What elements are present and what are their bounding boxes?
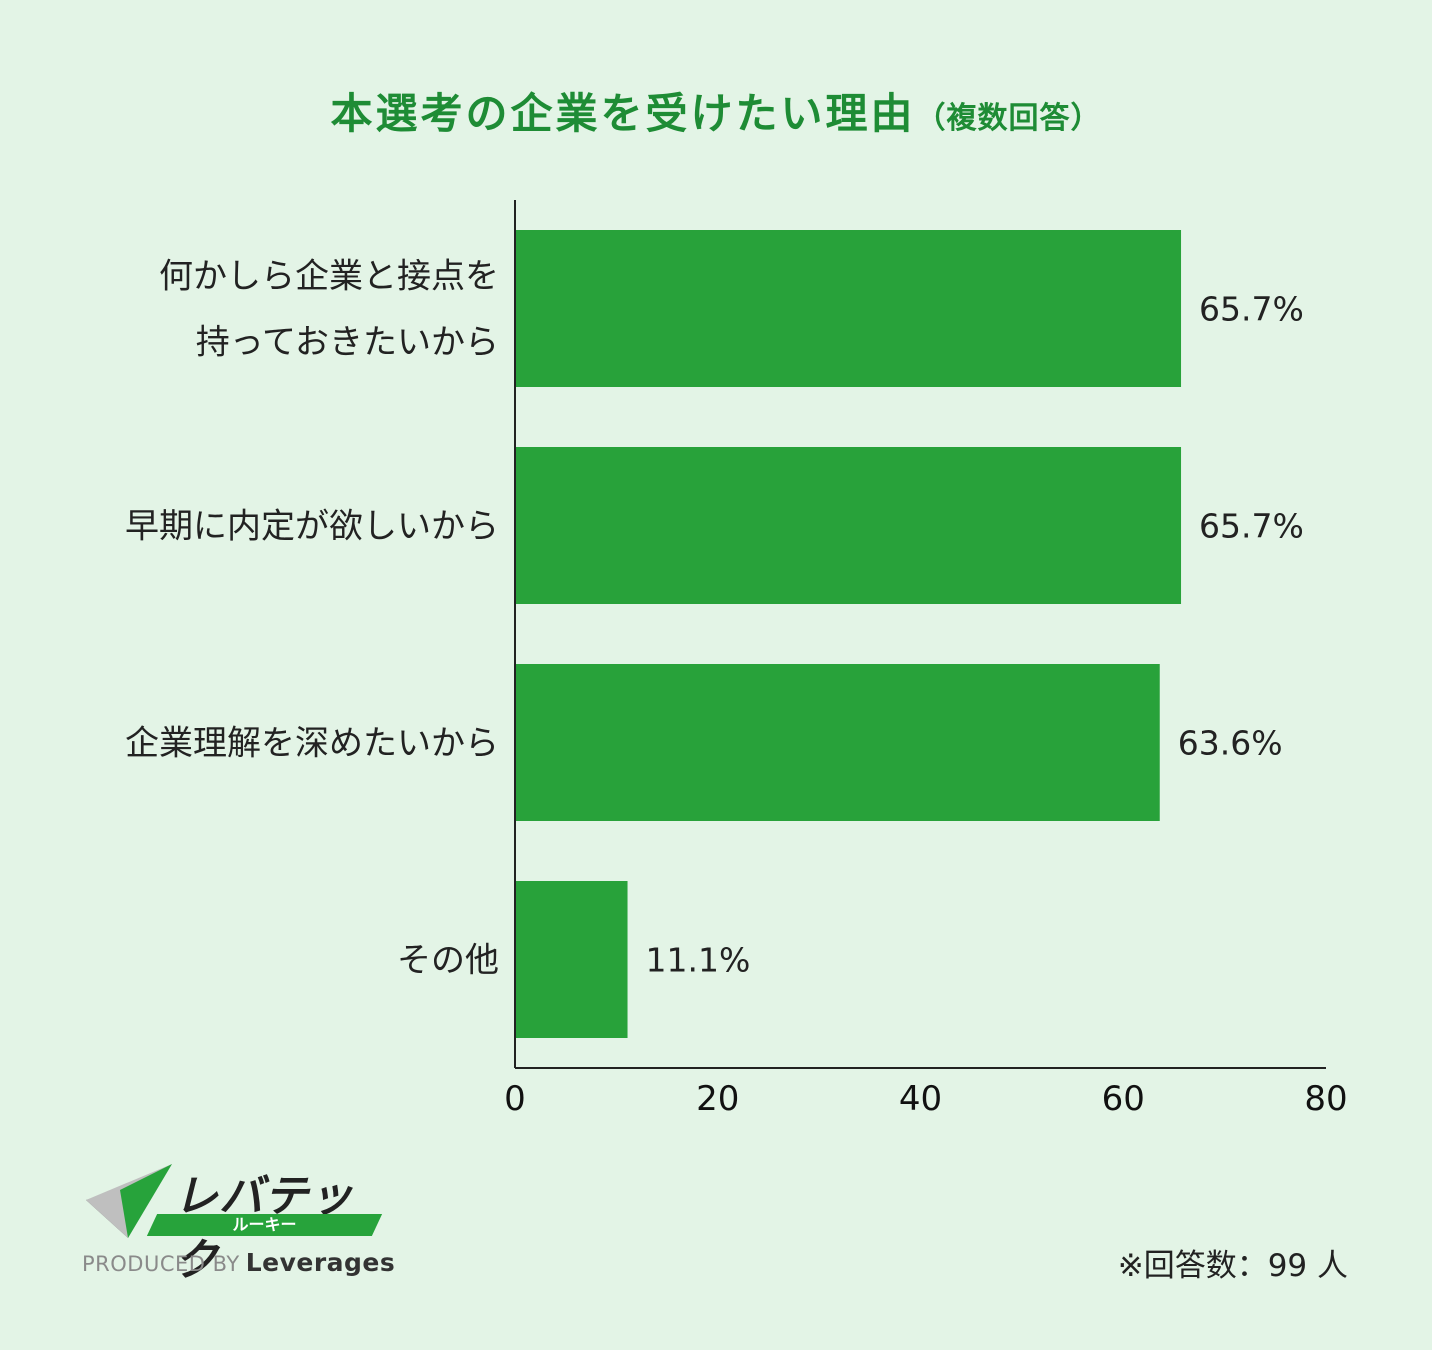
bar <box>515 881 628 1038</box>
category-label: 企業理解を深めたいから <box>125 724 499 764</box>
data-label: 65.7% <box>1199 507 1304 546</box>
data-label: 63.6% <box>1178 724 1283 763</box>
logo-sub: ルーキー <box>232 1215 297 1234</box>
x-tick-label: 20 <box>696 1079 739 1119</box>
levtech-rookie-logo: レバテック ルーキー PRODUCED BY Leverages <box>82 1160 395 1290</box>
category-label: 何かしら企業と接点を <box>159 257 499 297</box>
x-tick-label: 0 <box>504 1079 526 1119</box>
bar <box>515 664 1160 821</box>
chart-title-main: 本選考の企業を受けたい理由 <box>330 89 916 138</box>
checkmark-logo-icon <box>86 1164 172 1238</box>
x-tick-label: 80 <box>1304 1079 1347 1119</box>
category-label: 早期に内定が欲しいから <box>125 507 499 547</box>
category-label: 持っておきたいから <box>196 323 499 363</box>
x-tick-label: 40 <box>899 1079 942 1119</box>
data-label: 11.1% <box>646 941 751 980</box>
chart-title-sub: （複数回答） <box>915 101 1102 136</box>
company-name: Leverages <box>245 1248 396 1277</box>
category-label: その他 <box>397 941 499 981</box>
chart-title: 本選考の企業を受けたい理由（複数回答） <box>0 80 1432 141</box>
data-label: 65.7% <box>1199 290 1304 329</box>
x-tick-label: 60 <box>1102 1079 1145 1119</box>
bar <box>515 230 1182 387</box>
logo-name: レバテック <box>174 1171 354 1286</box>
respondent-count-note: ※回答数：99 人 <box>1117 1248 1348 1284</box>
logo-produced-by: PRODUCED BY Leverages <box>82 1248 395 1277</box>
produced-by-text: PRODUCED BY <box>82 1252 240 1276</box>
bar <box>515 447 1182 604</box>
